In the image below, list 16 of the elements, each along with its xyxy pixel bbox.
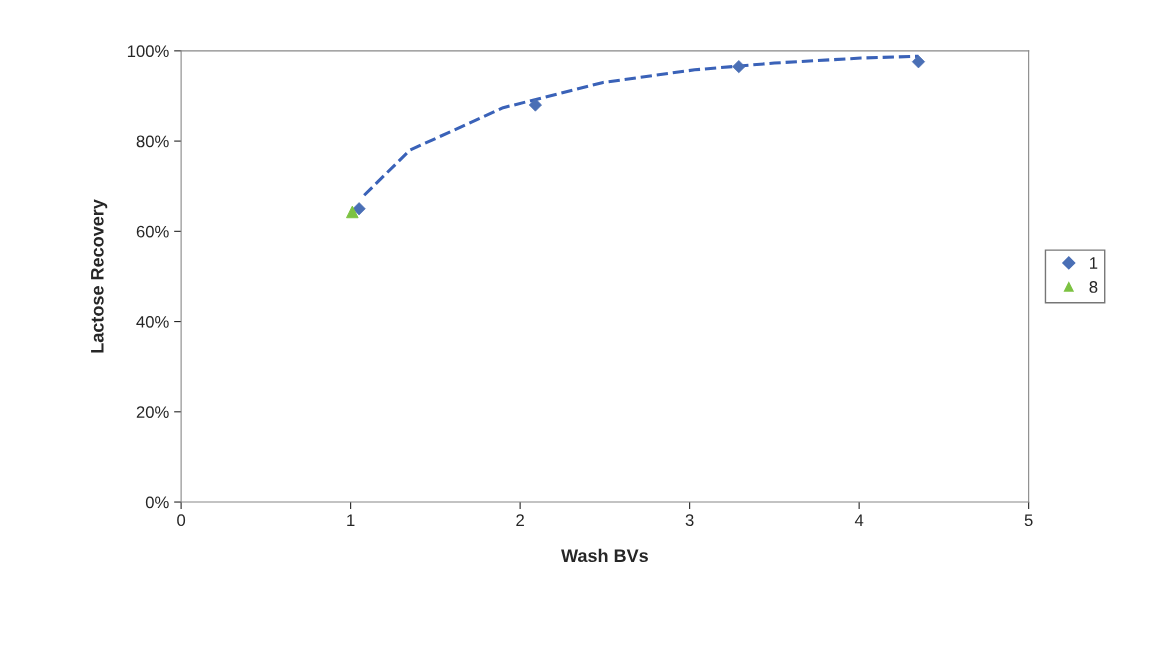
- y-tick-label: 80%: [136, 135, 169, 148]
- x-tick-label: 5: [1024, 514, 1033, 527]
- y-tick-label: 40%: [136, 315, 169, 328]
- x-axis-title: Wash BVs: [561, 548, 648, 563]
- y-axis-title: Lactose Recovery: [91, 199, 108, 353]
- x-tick-label: 1: [347, 514, 355, 526]
- y-tick-label: 60%: [136, 225, 169, 238]
- x-tick-label: 4: [854, 514, 864, 526]
- x-tick-label: 2: [516, 514, 524, 526]
- y-tick-label: 0%: [145, 496, 169, 509]
- x-tick-label: 0: [177, 514, 186, 527]
- legend-label: 1: [1090, 257, 1098, 269]
- y-tick-label: 20%: [136, 406, 169, 419]
- legend-label: 8: [1089, 281, 1098, 293]
- x-tick-label: 3: [685, 514, 694, 527]
- y-tick-label: 100%: [127, 45, 169, 58]
